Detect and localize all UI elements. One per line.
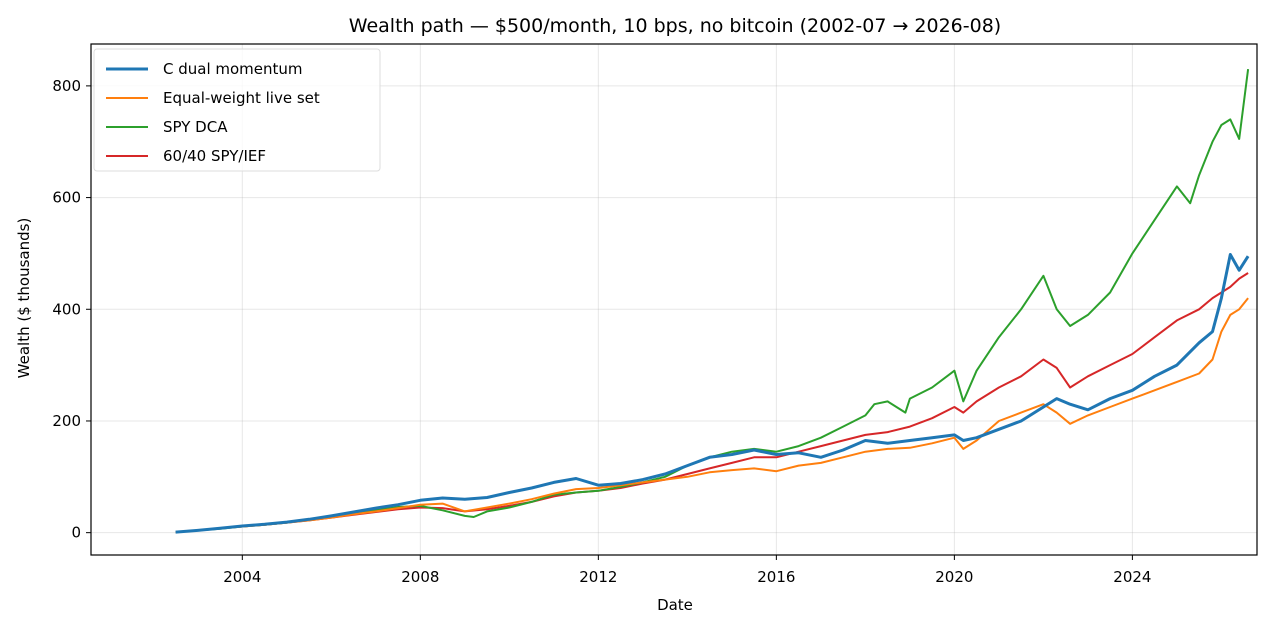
- y-tick-label: 0: [71, 524, 81, 542]
- legend-label: SPY DCA: [163, 118, 228, 136]
- legend-label: Equal-weight live set: [163, 89, 320, 107]
- y-axis-label: Wealth ($ thousands): [15, 218, 33, 379]
- legend-label: 60/40 SPY/IEF: [163, 147, 266, 165]
- legend-box: [93, 48, 381, 172]
- x-tick-label: 2004: [223, 568, 261, 586]
- x-tick-label: 2016: [757, 568, 795, 586]
- x-tick-label: 2020: [935, 568, 973, 586]
- y-tick-label: 600: [52, 189, 81, 207]
- plot-frame: [90, 43, 1258, 556]
- legend-label: C dual momentum: [163, 60, 303, 78]
- x-tick-label: 2012: [579, 568, 617, 586]
- series-line-1: [175, 253, 1250, 534]
- axis-ticks: 2004 2008 2012 2016 2020 2024 0 200 400 600 800: [52, 77, 1151, 586]
- y-tick-label: 400: [52, 300, 81, 318]
- series-lines: [175, 68, 1250, 534]
- x-tick-label: 2008: [401, 568, 439, 586]
- series-line-3: [175, 68, 1250, 534]
- x-tick-label: 2024: [1113, 568, 1151, 586]
- series-line-2: [175, 297, 1249, 534]
- legend: C dual momentum Equal-weight live set SPY …: [93, 48, 381, 172]
- x-axis-label: Date: [657, 596, 693, 614]
- y-tick-label: 800: [52, 77, 81, 95]
- chart-title: Wealth path — $500/month, 10 bps, no bit…: [349, 15, 1001, 37]
- y-tick-label: 200: [52, 412, 81, 430]
